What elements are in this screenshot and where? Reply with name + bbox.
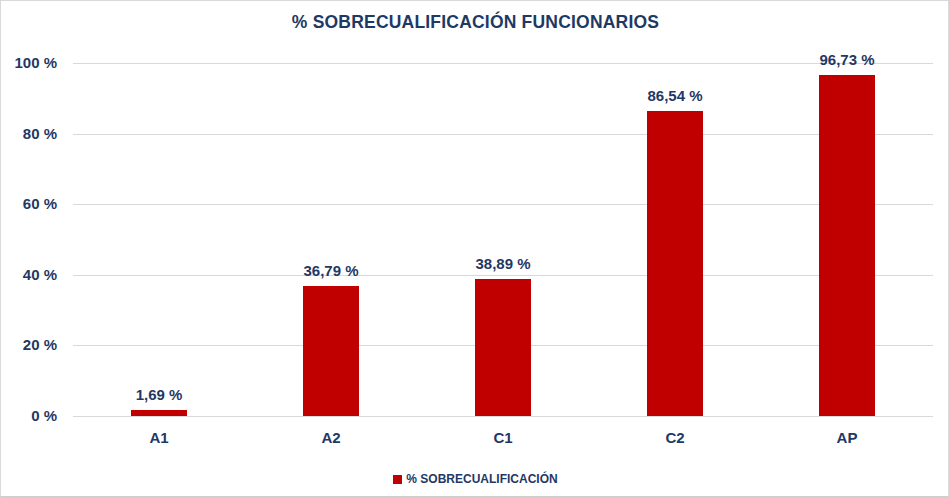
x-category-label: A1: [73, 429, 245, 446]
bar-value-label: 38,89 %: [443, 255, 563, 273]
bar-c1: [475, 279, 531, 416]
y-tick-label: 20 %: [1, 336, 57, 354]
y-tick-label: 100 %: [1, 54, 57, 72]
y-tick-label: 60 %: [1, 195, 57, 213]
chart-title: % SOBRECUALIFICACIÓN FUNCIONARIOS: [1, 12, 949, 33]
x-category-label: AP: [761, 429, 933, 446]
x-category-label: A2: [245, 429, 417, 446]
legend-marker-icon: [393, 475, 402, 484]
bar-a2: [303, 286, 359, 416]
bar-value-label: 36,79 %: [271, 262, 391, 280]
bar-c2: [647, 111, 703, 416]
x-category-label: C1: [417, 429, 589, 446]
bar-value-label: 96,73 %: [787, 51, 907, 69]
bar-ap: [819, 75, 875, 416]
bar-value-label: 86,54 %: [615, 87, 735, 105]
plot-area: 1,69 %36,79 %38,89 %86,54 %96,73 %: [73, 63, 933, 416]
bar-value-label: 1,69 %: [99, 386, 219, 404]
y-tick-label: 80 %: [1, 125, 57, 143]
bar-a1: [131, 410, 187, 416]
y-tick-label: 0 %: [1, 407, 57, 425]
y-tick-label: 40 %: [1, 266, 57, 284]
legend-label: % SOBRECUALIFICACIÓN: [406, 472, 557, 486]
gridline: [73, 416, 933, 417]
legend: % SOBRECUALIFICACIÓN: [1, 471, 949, 487]
x-category-label: C2: [589, 429, 761, 446]
gridline: [73, 134, 933, 135]
gridline: [73, 275, 933, 276]
chart-frame: % SOBRECUALIFICACIÓN FUNCIONARIOS 1,69 %…: [0, 0, 949, 498]
gridline: [73, 204, 933, 205]
